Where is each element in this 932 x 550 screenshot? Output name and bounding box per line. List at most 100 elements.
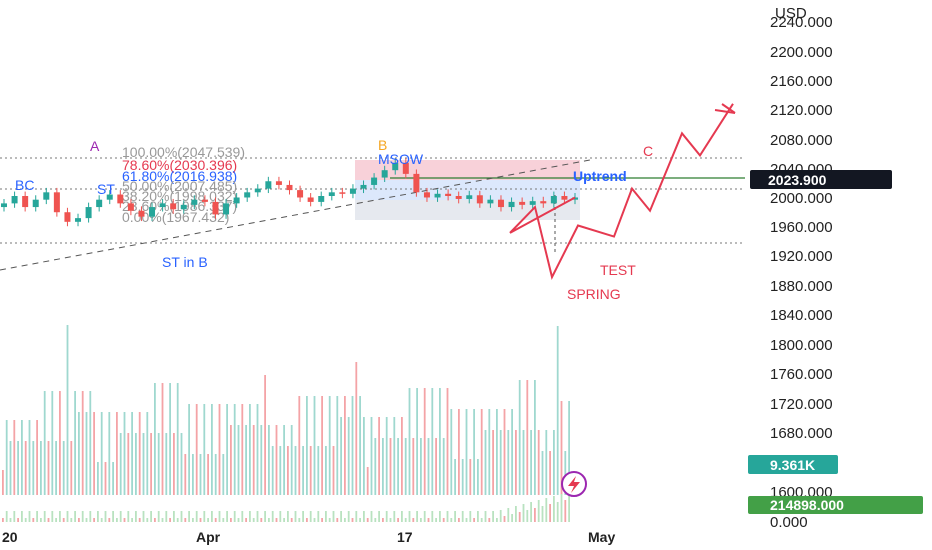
- volume-bar: [43, 391, 46, 495]
- candle-body: [476, 195, 483, 204]
- indicator-bar: [279, 511, 282, 522]
- candle-body: [445, 193, 452, 196]
- candle-body: [159, 203, 166, 208]
- volume-bar: [530, 430, 532, 495]
- fib-zone-grey: [355, 200, 580, 220]
- volume-bar: [450, 409, 453, 495]
- indicator-bar: [389, 518, 392, 522]
- volume-bar: [370, 417, 373, 495]
- lightning-circle-icon[interactable]: [561, 471, 587, 497]
- volume-bar: [9, 441, 12, 495]
- volume-bar: [366, 467, 369, 495]
- indicator-bar: [271, 511, 274, 522]
- volume-bar: [214, 454, 217, 495]
- indicator-bar: [461, 511, 464, 522]
- volume-bar: [97, 462, 99, 495]
- y-tick: 2080.000: [770, 132, 833, 149]
- y-tick: 1680.000: [770, 425, 833, 442]
- volume-bar: [534, 380, 536, 495]
- indicator-bar: [560, 494, 563, 522]
- volume-bar: [427, 438, 430, 495]
- candle-body: [561, 196, 568, 200]
- volume-bar: [47, 441, 50, 495]
- candle-body: [519, 201, 526, 205]
- volume-tag: [748, 455, 838, 474]
- indicator-bar: [59, 511, 61, 522]
- indicator-bar: [176, 518, 179, 522]
- volume-bar: [347, 417, 350, 495]
- indicator-bar: [51, 511, 54, 522]
- indicator-bar: [85, 518, 88, 522]
- volume-bar: [241, 404, 244, 495]
- indicator-bar: [214, 518, 217, 522]
- volume-bar: [454, 459, 456, 495]
- indicator-bar: [192, 518, 194, 522]
- volume-bar: [401, 417, 403, 495]
- indicator-bar: [78, 518, 80, 522]
- volume-bar: [17, 441, 19, 495]
- volume-bar: [423, 388, 426, 495]
- indicator-bar: [184, 518, 187, 522]
- volume-bar: [313, 396, 316, 495]
- indicator-bar: [97, 511, 99, 522]
- y-tick: 2000.000: [770, 190, 833, 207]
- volume-bar: [207, 454, 209, 495]
- indicator-bar: [150, 511, 152, 522]
- volume-bar: [180, 433, 183, 495]
- candle-body: [497, 199, 504, 208]
- volume-bar: [404, 438, 407, 495]
- volume-bar: [184, 454, 187, 495]
- fib-zone-red: [355, 160, 580, 180]
- indicator-bar: [55, 518, 57, 522]
- indicator-bar: [199, 518, 202, 522]
- candle-body: [254, 188, 261, 193]
- volume-bar: [93, 412, 95, 495]
- fib-label: 0.00%(1967.432): [122, 209, 229, 225]
- volume-bar: [363, 417, 365, 495]
- last-price-tag: [750, 170, 892, 189]
- indicator-bar: [100, 518, 103, 522]
- volume-bar: [100, 412, 103, 495]
- indicator-bar: [480, 518, 483, 522]
- volume-bar: [2, 470, 4, 495]
- indicator-bar: [275, 518, 278, 522]
- indicator-bar: [146, 518, 149, 522]
- volume-bar: [431, 388, 434, 495]
- indicator-bar: [123, 518, 126, 522]
- volume-bar: [389, 438, 392, 495]
- volume-bar: [522, 430, 525, 495]
- volume-bar: [340, 417, 342, 495]
- volume-bar: [287, 446, 289, 495]
- indicator-bar: [435, 518, 437, 522]
- volume-bar: [264, 375, 266, 495]
- volume-bar: [332, 446, 335, 495]
- volume-bar: [59, 391, 61, 495]
- indicator-bar: [157, 511, 160, 522]
- candle-body: [318, 196, 325, 202]
- volume-bar: [245, 425, 247, 495]
- indicator-bar: [62, 518, 65, 522]
- candle-body: [529, 201, 536, 205]
- x-tick: 20: [2, 529, 18, 545]
- indicator-bar: [127, 511, 130, 522]
- volume-bar: [461, 459, 464, 495]
- volume-bar: [230, 425, 232, 495]
- indicator-bar: [165, 511, 168, 522]
- indicator-bar: [13, 511, 16, 522]
- volume-bar: [397, 438, 399, 495]
- y-tick: 1720.000: [770, 396, 833, 413]
- trend-line: [0, 159, 591, 271]
- indicator-bar: [2, 518, 4, 522]
- y-tick: 1880.000: [770, 278, 833, 295]
- indicator-value: 214898.000: [770, 497, 844, 513]
- volume-bar: [119, 433, 122, 495]
- fib-label: 38.20%(1998.032): [122, 188, 237, 204]
- y-axis[interactable]: 2240.000 2200.000 2160.000 2120.000 2080.000…: [770, 14, 833, 531]
- annotation-st: ST: [97, 181, 115, 197]
- volume-bar: [560, 401, 563, 495]
- indicator-bar: [195, 511, 198, 522]
- y-tick: 1920.000: [770, 248, 833, 265]
- volume-bar: [150, 433, 152, 495]
- volume-bar: [439, 388, 441, 495]
